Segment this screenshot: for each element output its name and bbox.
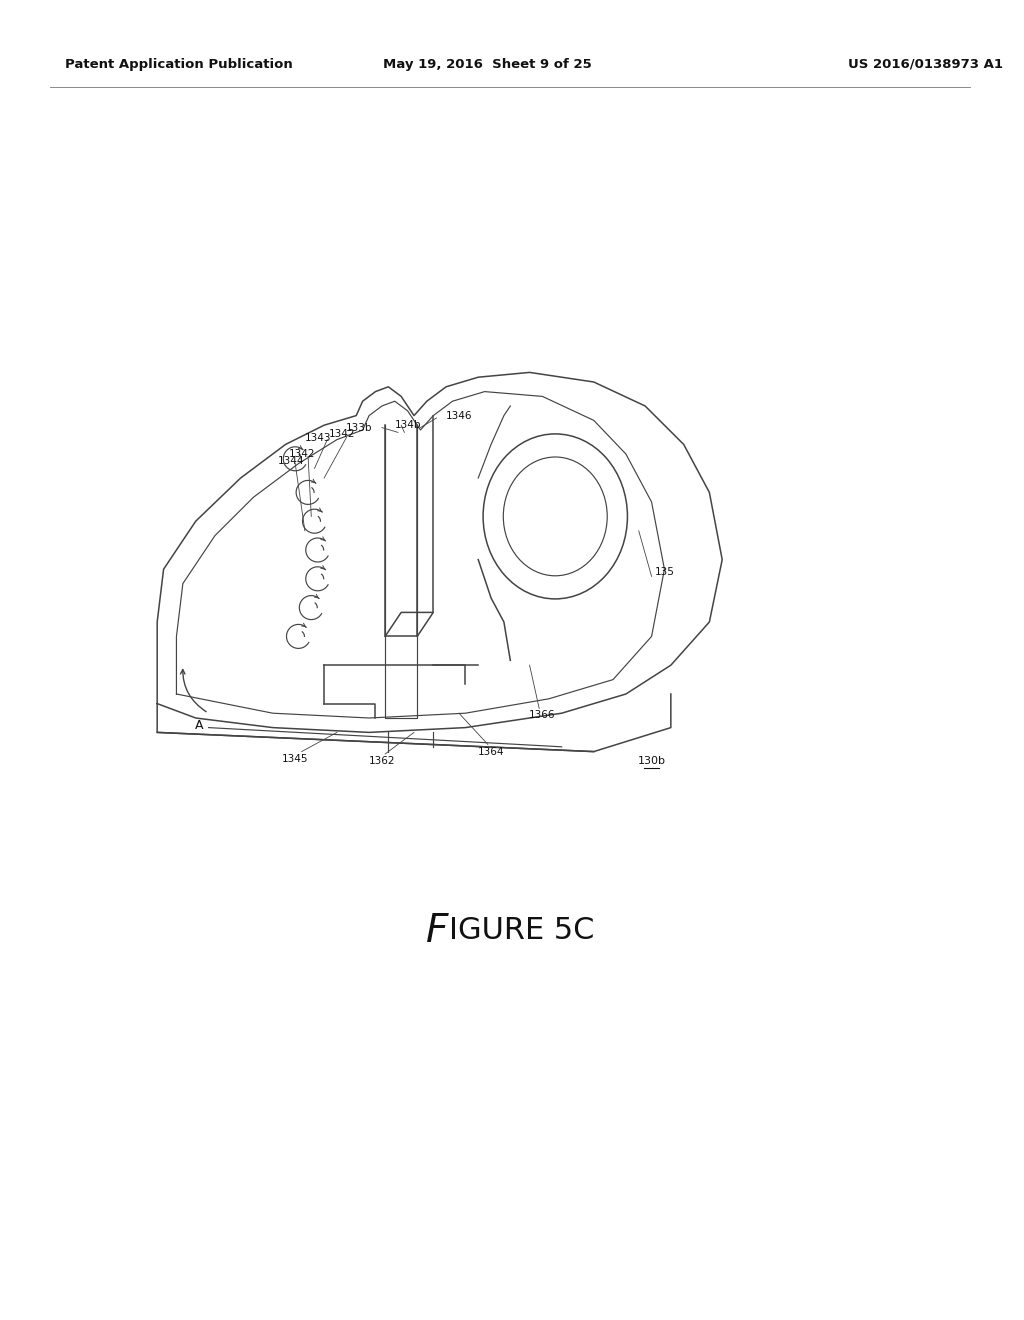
Text: 133b: 133b	[346, 422, 373, 433]
Text: 1346: 1346	[446, 411, 473, 421]
Text: 1366: 1366	[529, 710, 556, 719]
Text: 134b: 134b	[394, 420, 421, 430]
Text: 1344: 1344	[278, 457, 304, 466]
Text: 1362: 1362	[369, 756, 395, 766]
Text: US 2016/0138973 A1: US 2016/0138973 A1	[848, 58, 1004, 70]
Text: A: A	[195, 718, 203, 731]
Text: IGURE 5C: IGURE 5C	[449, 916, 594, 945]
Text: F: F	[426, 912, 449, 949]
Text: 1342: 1342	[329, 429, 355, 438]
Text: 135: 135	[654, 566, 675, 577]
Text: Patent Application Publication: Patent Application Publication	[65, 58, 293, 70]
Text: 1342: 1342	[289, 449, 315, 459]
Text: 130b: 130b	[638, 756, 666, 766]
Text: 1343: 1343	[304, 433, 331, 444]
Text: 1345: 1345	[282, 754, 308, 764]
Text: May 19, 2016  Sheet 9 of 25: May 19, 2016 Sheet 9 of 25	[383, 58, 592, 70]
Text: 1364: 1364	[478, 747, 504, 756]
